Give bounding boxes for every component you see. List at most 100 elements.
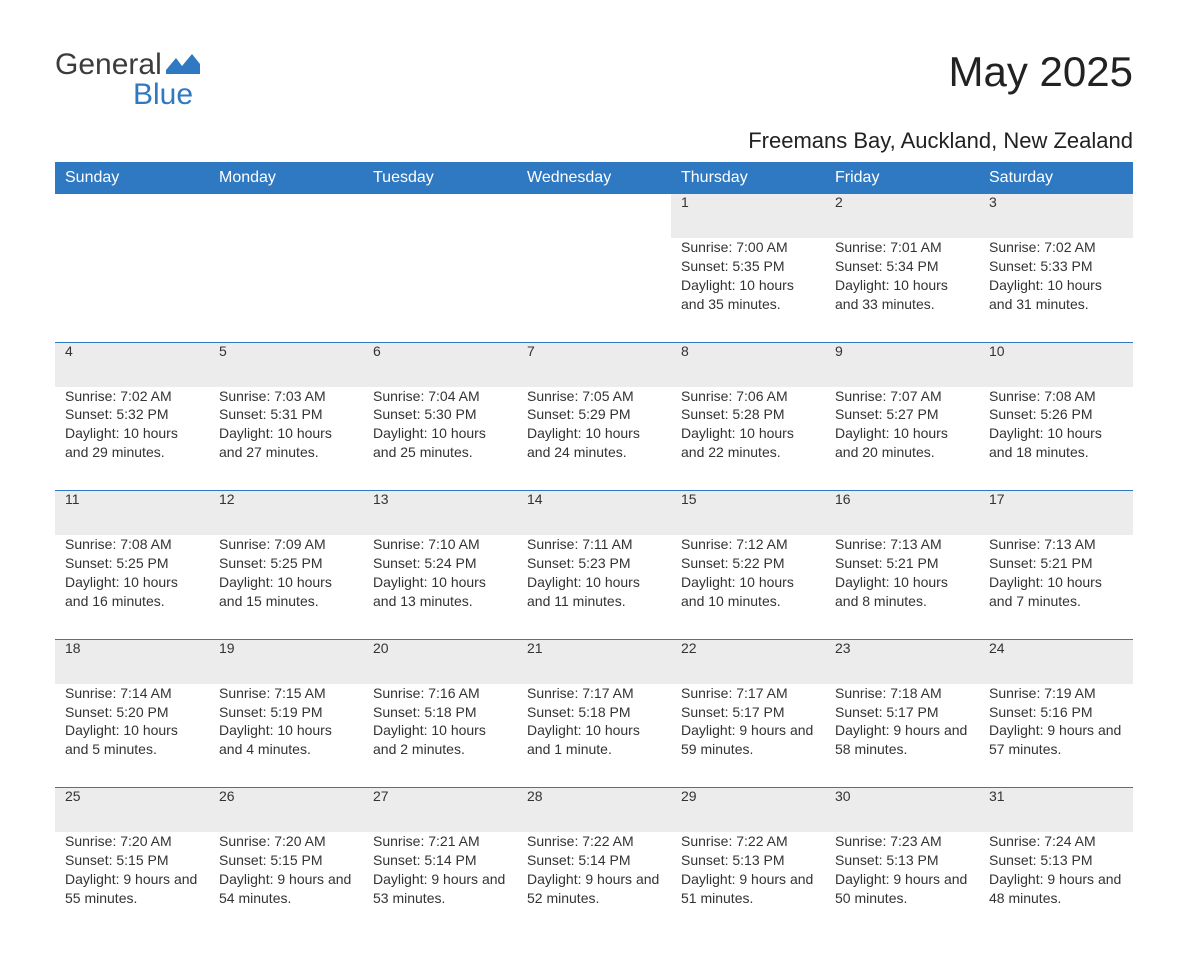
day-number-cell: 20 — [363, 639, 517, 684]
sunset-text: Sunset: 5:25 PM — [65, 554, 199, 573]
sunrise-text: Sunrise: 7:02 AM — [65, 387, 199, 406]
day-number-cell: 1 — [671, 194, 825, 238]
sunset-text: Sunset: 5:24 PM — [373, 554, 507, 573]
month-title: May 2025 — [949, 50, 1133, 94]
daylight-text: Daylight: 10 hours and 7 minutes. — [989, 573, 1123, 611]
title-block: May 2025 — [949, 50, 1133, 94]
sunrise-text: Sunrise: 7:01 AM — [835, 238, 969, 257]
sunrise-text: Sunrise: 7:05 AM — [527, 387, 661, 406]
sunset-text: Sunset: 5:17 PM — [835, 703, 969, 722]
day-number-cell: 24 — [979, 639, 1133, 684]
day-content-cell: Sunrise: 7:17 AMSunset: 5:17 PMDaylight:… — [671, 684, 825, 788]
sunrise-text: Sunrise: 7:22 AM — [527, 832, 661, 851]
sunrise-text: Sunrise: 7:03 AM — [219, 387, 353, 406]
sunset-text: Sunset: 5:34 PM — [835, 257, 969, 276]
day-number-cell: 6 — [363, 342, 517, 387]
daylight-text: Daylight: 9 hours and 54 minutes. — [219, 870, 353, 908]
sunrise-text: Sunrise: 7:18 AM — [835, 684, 969, 703]
sunrise-text: Sunrise: 7:13 AM — [989, 535, 1123, 554]
day-number: 22 — [681, 640, 697, 656]
daylight-text: Daylight: 10 hours and 13 minutes. — [373, 573, 507, 611]
sunset-text: Sunset: 5:29 PM — [527, 405, 661, 424]
logo: General Blue — [55, 50, 200, 110]
day-number-cell: 15 — [671, 491, 825, 536]
day-content-cell: Sunrise: 7:22 AMSunset: 5:14 PMDaylight:… — [517, 832, 671, 936]
daylight-text: Daylight: 10 hours and 35 minutes. — [681, 276, 815, 314]
day-content-row: Sunrise: 7:14 AMSunset: 5:20 PM Daylight:… — [55, 684, 1133, 788]
sunset-text: Sunset: 5:18 PM — [373, 703, 507, 722]
day-content-cell: Sunrise: 7:07 AMSunset: 5:27 PMDaylight:… — [825, 387, 979, 491]
daynum-row: 18192021222324 — [55, 639, 1133, 684]
sunset-text: Sunset: 5:13 PM — [989, 851, 1123, 870]
day-number-cell: 9 — [825, 342, 979, 387]
dayheader-tue: Tuesday — [363, 162, 517, 194]
daylight-text: Daylight: 9 hours and 53 minutes. — [373, 870, 507, 908]
sunset-text: Sunset: 5:18 PM — [527, 703, 661, 722]
daylight-text: Daylight: 10 hours and 27 minutes. — [219, 424, 353, 462]
day-header-row: Sunday Monday Tuesday Wednesday Thursday… — [55, 162, 1133, 194]
day-content-cell: Sunrise: 7:18 AMSunset: 5:17 PMDaylight:… — [825, 684, 979, 788]
day-content-cell: Sunrise: 7:11 AMSunset: 5:23 PMDaylight:… — [517, 535, 671, 639]
day-content-cell — [517, 238, 671, 342]
daylight-text: Daylight: 10 hours and 29 minutes. — [65, 424, 199, 462]
day-number-cell: 28 — [517, 788, 671, 833]
day-content-cell: Sunrise: 7:09 AMSunset: 5:25 PMDaylight:… — [209, 535, 363, 639]
daylight-text: Daylight: 10 hours and 20 minutes. — [835, 424, 969, 462]
day-number: 29 — [681, 788, 697, 804]
day-number: 26 — [219, 788, 235, 804]
day-content-cell: Sunrise: 7:02 AMSunset: 5:33 PMDaylight:… — [979, 238, 1133, 342]
day-content-row: Sunrise: 7:02 AMSunset: 5:32 PMDaylight:… — [55, 387, 1133, 491]
sunrise-text: Sunrise: 7:14 AM — [65, 684, 199, 703]
daylight-text: Daylight: 9 hours and 48 minutes. — [989, 870, 1123, 908]
day-content-cell — [363, 238, 517, 342]
day-content-cell: Sunrise: 7:02 AMSunset: 5:32 PMDaylight:… — [55, 387, 209, 491]
sunrise-text: Sunrise: 7:19 AM — [989, 684, 1123, 703]
sunset-text: Sunset: 5:35 PM — [681, 257, 815, 276]
day-number-cell: 22 — [671, 639, 825, 684]
day-number-cell: 8 — [671, 342, 825, 387]
sunset-text: Sunset: 5:14 PM — [527, 851, 661, 870]
dayheader-mon: Monday — [209, 162, 363, 194]
sunrise-text: Sunrise: 7:20 AM — [219, 832, 353, 851]
day-number-cell: 13 — [363, 491, 517, 536]
day-content-cell: Sunrise: 7:14 AMSunset: 5:20 PMDaylight:… — [55, 684, 209, 788]
day-number-cell: 23 — [825, 639, 979, 684]
daylight-text: Daylight: 9 hours and 58 minutes. — [835, 721, 969, 759]
logo-word-general: General — [55, 48, 162, 81]
day-number-cell: 27 — [363, 788, 517, 833]
sunrise-text: Sunrise: 7:06 AM — [681, 387, 815, 406]
daylight-text: Daylight: 10 hours and 10 minutes. — [681, 573, 815, 611]
day-content-row: Sunrise: 7:08 AMSunset: 5:25 PMDaylight:… — [55, 535, 1133, 639]
day-content-cell: Sunrise: 7:13 AMSunset: 5:21 PMDaylight:… — [825, 535, 979, 639]
daylight-text: Daylight: 10 hours and 25 minutes. — [373, 424, 507, 462]
sunset-text: Sunset: 5:13 PM — [835, 851, 969, 870]
day-content-cell: Sunrise: 7:24 AMSunset: 5:13 PMDaylight:… — [979, 832, 1133, 936]
day-number: 3 — [989, 194, 997, 210]
sunrise-text: Sunrise: 7:13 AM — [835, 535, 969, 554]
day-number-cell — [55, 194, 209, 238]
calendar-table: Sunday Monday Tuesday Wednesday Thursday… — [55, 162, 1133, 936]
day-content-cell: Sunrise: 7:05 AMSunset: 5:29 PMDaylight:… — [517, 387, 671, 491]
sunrise-text: Sunrise: 7:08 AM — [65, 535, 199, 554]
sunset-text: Sunset: 5:15 PM — [65, 851, 199, 870]
day-number: 24 — [989, 640, 1005, 656]
sunset-text: Sunset: 5:20 PM — [65, 703, 199, 722]
sunrise-text: Sunrise: 7:17 AM — [527, 684, 661, 703]
daylight-text: Daylight: 9 hours and 55 minutes. — [65, 870, 199, 908]
day-number: 10 — [989, 343, 1005, 359]
sunrise-text: Sunrise: 7:22 AM — [681, 832, 815, 851]
sunset-text: Sunset: 5:30 PM — [373, 405, 507, 424]
sunrise-text: Sunrise: 7:09 AM — [219, 535, 353, 554]
sunset-text: Sunset: 5:22 PM — [681, 554, 815, 573]
day-content-cell: Sunrise: 7:16 AMSunset: 5:18 PMDaylight:… — [363, 684, 517, 788]
daylight-text: Daylight: 10 hours and 16 minutes. — [65, 573, 199, 611]
sunset-text: Sunset: 5:33 PM — [989, 257, 1123, 276]
day-number: 18 — [65, 640, 81, 656]
day-number-cell: 30 — [825, 788, 979, 833]
day-number: 9 — [835, 343, 843, 359]
day-content-cell: Sunrise: 7:22 AMSunset: 5:13 PMDaylight:… — [671, 832, 825, 936]
sunrise-text: Sunrise: 7:02 AM — [989, 238, 1123, 257]
daynum-row: 11121314151617 — [55, 491, 1133, 536]
day-content-cell — [55, 238, 209, 342]
day-number: 20 — [373, 640, 389, 656]
